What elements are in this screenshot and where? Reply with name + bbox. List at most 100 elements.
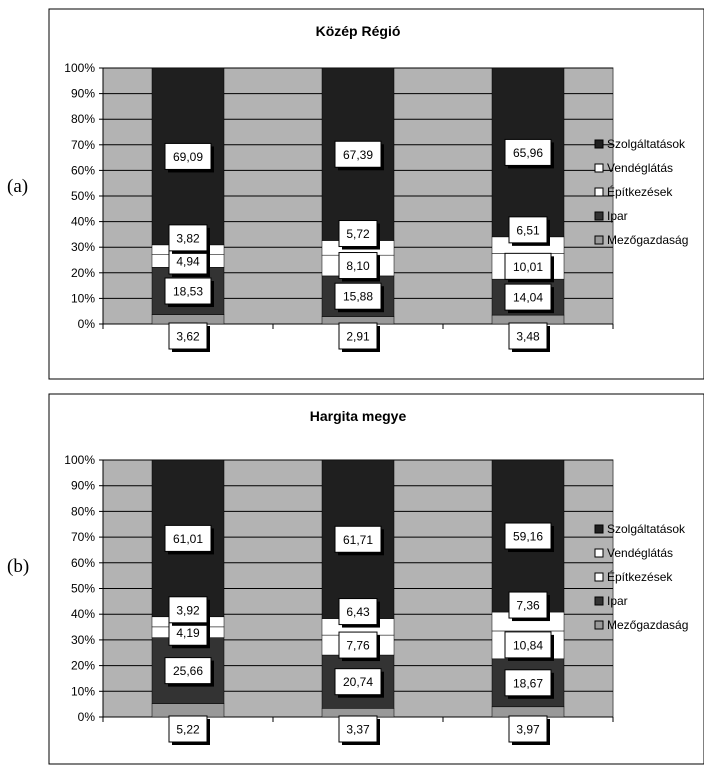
- legend-item-mezogazdasag: Mezőgazdaság: [594, 233, 688, 247]
- legend-swatch: [594, 163, 604, 173]
- legend-swatch: [594, 235, 604, 245]
- data-label-box: [508, 322, 548, 350]
- legend-swatch: [594, 211, 604, 221]
- legend-label: Mezőgazdaság: [607, 618, 688, 632]
- data-label-epitkezesek: 8,10: [338, 252, 380, 282]
- data-label-text: 4,19: [176, 626, 200, 640]
- y-tick-label: 10%: [71, 291, 95, 305]
- legend-label: Szolgáltatások: [607, 137, 686, 151]
- data-label-box: [164, 657, 212, 685]
- data-label-text: 61,01: [173, 532, 203, 546]
- data-label-vendeglatas: 3,82: [168, 224, 210, 254]
- y-tick-label: 80%: [71, 504, 95, 518]
- data-label-mezogazdasag: 3,37: [338, 715, 380, 745]
- data-label-box: [504, 283, 552, 311]
- data-label-szolgaltatasok: 61,01: [164, 524, 214, 555]
- y-tick-label: 90%: [71, 479, 95, 493]
- data-label-text: 7,76: [346, 639, 370, 653]
- chart-hargita-megye: Hargita megye 0% 10% 20% 30% 40% 50% 60% 70% 80% 9…: [48, 393, 704, 765]
- legend-label: Ipar: [607, 209, 628, 223]
- data-label-ipar: 25,66: [164, 657, 214, 687]
- data-label-box: [338, 715, 378, 743]
- data-label-box: [338, 322, 378, 350]
- legend-swatch: [594, 548, 604, 558]
- panel-label-a: (a): [7, 176, 29, 197]
- data-label-box: [168, 322, 208, 350]
- legend-label: Ipar: [607, 594, 628, 608]
- bar-segment-mezogazdasag: [491, 706, 565, 718]
- legend-item-epitkezesek: Építkezések: [594, 569, 673, 584]
- data-label-epitkezesek: 10,01: [504, 252, 554, 283]
- chart-title: Hargita megye: [310, 408, 407, 424]
- data-label-vendeglatas: 7,36: [508, 591, 550, 622]
- data-label-text: 65,96: [513, 146, 543, 160]
- data-label-szolgaltatasok: 65,96: [504, 138, 554, 169]
- data-label-box: [338, 252, 378, 280]
- legend-swatch: [594, 524, 604, 534]
- data-label-box: [338, 220, 378, 248]
- data-label-szolgaltatasok: 59,16: [504, 522, 554, 553]
- legend-label: Építkezések: [607, 569, 673, 584]
- legend-swatch: [594, 596, 604, 606]
- legend-label: Építkezések: [607, 184, 673, 199]
- legend-label: Vendéglátás: [607, 161, 673, 175]
- y-tick-label: 60%: [71, 163, 95, 177]
- data-label-text: 25,66: [173, 664, 203, 678]
- y-tick-label: 30%: [71, 240, 95, 254]
- y-tick-label: 40%: [71, 215, 95, 229]
- legend-item-szolgaltatasok: Szolgáltatások: [594, 522, 686, 536]
- y-tick-label: 100%: [64, 61, 95, 75]
- data-label-text: 3,92: [176, 603, 200, 617]
- data-label-box: [164, 142, 212, 170]
- data-label-ipar: 18,67: [504, 669, 554, 699]
- legend-item-ipar: Ipar: [594, 594, 628, 608]
- data-label-text: 20,74: [343, 675, 373, 689]
- data-label-box: [168, 596, 208, 624]
- data-label-box: [334, 525, 382, 553]
- y-tick-label: 70%: [71, 138, 95, 152]
- data-label-vendeglatas: 5,72: [338, 220, 380, 250]
- data-label-text: 69,09: [173, 150, 203, 164]
- data-label-box: [504, 669, 552, 697]
- data-label-text: 6,51: [516, 223, 540, 237]
- data-label-epitkezesek: 7,76: [338, 631, 380, 662]
- y-tick-label: 40%: [71, 607, 95, 621]
- data-label-box: [338, 631, 378, 659]
- data-label-box: [164, 277, 212, 305]
- y-tick-label: 80%: [71, 112, 95, 126]
- legend-item-mezogazdasag: Mezőgazdaság: [594, 618, 688, 632]
- y-tick-label: 30%: [71, 633, 95, 647]
- y-tick-label: 50%: [71, 582, 95, 596]
- data-label-text: 3,62: [176, 330, 200, 344]
- data-label-text: 2,91: [346, 330, 370, 344]
- data-label-text: 3,82: [176, 231, 200, 245]
- data-label-box: [504, 252, 552, 280]
- data-label-text: 15,88: [343, 290, 373, 304]
- data-label-text: 6,43: [346, 605, 370, 619]
- data-label-box: [334, 140, 382, 168]
- data-label-text: 59,16: [513, 530, 543, 544]
- data-label-text: 3,97: [516, 723, 540, 737]
- panel-label-b: (b): [7, 556, 30, 577]
- chart-kozep-regio: Közép Régió 0% 10% 20% 30% 40% 50% 60% 70% 80% 90%…: [48, 8, 704, 380]
- y-tick-label: 20%: [71, 659, 95, 673]
- y-tick-label: 70%: [71, 530, 95, 544]
- y-tick-label: 20%: [71, 266, 95, 280]
- legend-item-epitkezesek: Építkezések: [594, 184, 673, 199]
- y-tick-label: 90%: [71, 87, 95, 101]
- data-label-box: [504, 522, 552, 550]
- y-tick-label: 10%: [71, 684, 95, 698]
- data-label-vendeglatas: 3,92: [168, 596, 210, 626]
- data-label-box: [504, 631, 552, 659]
- legend-item-vendeglatas: Vendéglátás: [594, 546, 673, 560]
- legend-swatch: [594, 620, 604, 630]
- data-label-box: [504, 138, 552, 166]
- data-label-box: [338, 598, 378, 626]
- data-label-text: 3,48: [516, 330, 540, 344]
- data-label-mezogazdasag: 3,62: [168, 322, 210, 352]
- data-label-text: 5,22: [176, 723, 200, 737]
- legend-swatch: [594, 572, 604, 582]
- legend-label: Mezőgazdaság: [607, 233, 688, 247]
- data-label-szolgaltatasok: 61,71: [334, 525, 384, 556]
- data-label-text: 4,94: [176, 254, 200, 268]
